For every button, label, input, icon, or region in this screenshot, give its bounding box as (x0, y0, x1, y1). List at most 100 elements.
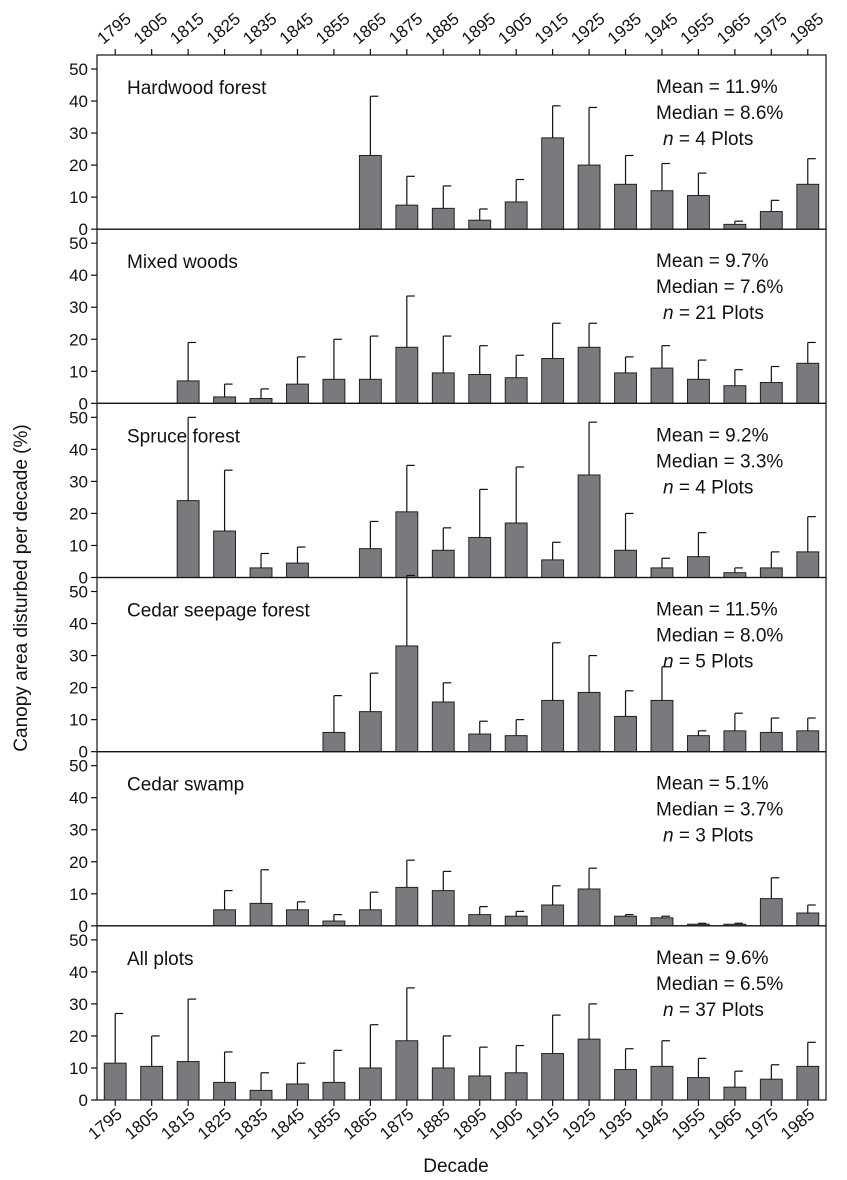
bar (541, 1053, 565, 1101)
chart-panels: 0 10 20 30 40 50 Hardwood forest Mean = 11.9% Me… (69, 54, 827, 1110)
bar (577, 346, 601, 404)
top-x-tick-label: 1895 (458, 9, 499, 48)
bar (686, 735, 710, 753)
bar (431, 701, 455, 753)
y-tick-label: 20 (69, 1027, 88, 1046)
bar (468, 733, 492, 753)
bottom-x-tick-label: 1845 (267, 1105, 308, 1144)
bar (541, 137, 565, 230)
bottom-x-tick-label: 1955 (668, 1105, 709, 1144)
bar (358, 909, 382, 927)
bar (577, 474, 601, 579)
y-tick-label: 0 (79, 394, 88, 413)
bar (796, 1065, 820, 1101)
bar (249, 902, 273, 927)
y-tick-label: 50 (69, 931, 88, 950)
bar (176, 380, 200, 404)
top-x-axis: 1795180518151825183518451855186518751885… (94, 9, 827, 55)
bar (723, 385, 747, 404)
top-x-tick-label: 1835 (239, 9, 280, 48)
bottom-x-tick-label: 1885 (413, 1105, 454, 1144)
top-x-tick-label: 1955 (677, 9, 718, 48)
panel-stat: Mean = 9.6% (656, 948, 769, 969)
y-tick-label: 30 (69, 821, 88, 840)
bottom-x-tick-label: 1825 (194, 1105, 235, 1144)
top-x-tick-label: 1855 (312, 9, 353, 48)
panel-stat: Mean = 11.9% (656, 77, 778, 98)
bar (686, 556, 710, 579)
y-tick-label: 10 (69, 188, 88, 207)
bar (759, 382, 783, 404)
y-tick-label: 0 (79, 917, 88, 936)
bar (504, 201, 528, 230)
panel-stat: Mean = 9.2% (656, 425, 769, 446)
bar (431, 549, 455, 578)
bar (796, 912, 820, 927)
bottom-x-tick-label: 1905 (486, 1105, 527, 1144)
panel-frame (96, 925, 827, 1101)
y-tick-label: 20 (69, 679, 88, 698)
bar (395, 1040, 419, 1101)
y-tick-label: 10 (69, 885, 88, 904)
bar (614, 549, 637, 578)
bar (541, 357, 565, 404)
bar (286, 1083, 309, 1101)
y-tick-label: 50 (69, 583, 88, 602)
bar (759, 1078, 783, 1101)
bottom-x-tick-label: 1855 (303, 1105, 344, 1144)
bar (686, 378, 710, 404)
bar (395, 204, 419, 230)
bar (577, 691, 601, 753)
bar (504, 522, 528, 578)
y-tick-label: 40 (69, 92, 88, 111)
bar (358, 548, 382, 578)
bar (431, 1067, 455, 1101)
panel-n: n = 4 Plots (663, 477, 753, 498)
y-tick-label: 50 (69, 408, 88, 427)
panel-stat: Median = 8.6% (656, 103, 783, 124)
bar (759, 211, 783, 230)
panel-title: Spruce forest (127, 426, 241, 447)
bottom-x-tick-label: 1975 (741, 1105, 782, 1144)
bar (140, 1065, 164, 1101)
bar (468, 536, 492, 578)
bar (395, 346, 419, 404)
top-x-tick-label: 1815 (166, 9, 207, 48)
panel-stat: Median = 3.7% (656, 800, 783, 821)
y-tick-label: 10 (69, 362, 88, 381)
bar (176, 500, 200, 578)
bar (650, 699, 674, 753)
bar (686, 195, 710, 230)
top-x-tick-label: 1985 (786, 9, 827, 48)
top-x-tick-label: 1795 (94, 9, 135, 48)
bar (322, 920, 346, 927)
bar (614, 1069, 637, 1101)
bar (249, 398, 273, 404)
y-tick-label: 40 (69, 789, 88, 808)
y-tick-label: 50 (69, 757, 88, 776)
bar (796, 551, 820, 579)
bar (395, 886, 419, 927)
bar (614, 372, 637, 404)
bar (577, 1038, 601, 1101)
bar (796, 183, 820, 230)
bar (577, 164, 601, 230)
panel-title: Cedar swamp (127, 775, 244, 796)
bar (723, 730, 747, 753)
bar (723, 223, 747, 230)
top-x-tick-label: 1965 (713, 9, 754, 48)
bar (541, 699, 565, 753)
bar (431, 207, 455, 230)
panel: 0 10 20 30 40 50 Hardwood forest Mean = 11.9% Me… (69, 54, 827, 239)
y-tick-label: 40 (69, 615, 88, 634)
top-x-tick-label: 1975 (750, 9, 791, 48)
x-axis-title: Decade (423, 1156, 489, 1177)
top-x-tick-label: 1845 (276, 9, 317, 48)
panel-stat: Mean = 5.1% (656, 774, 769, 795)
top-x-tick-label: 1875 (385, 9, 426, 48)
bottom-x-tick-label: 1795 (85, 1105, 126, 1144)
panel-stat: Median = 8.0% (656, 626, 783, 647)
bar (759, 898, 783, 927)
bar (286, 909, 309, 927)
